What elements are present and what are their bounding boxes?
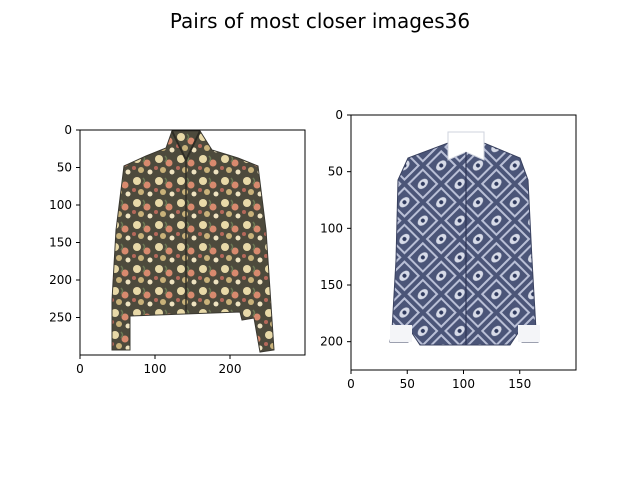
x-tick-label: 150 (508, 377, 531, 391)
y-tick-label: 150 (49, 236, 72, 250)
y-tick-label: 0 (335, 108, 343, 122)
figure-title: Pairs of most closer images36 (170, 9, 470, 33)
subplot-2-image (389, 131, 540, 346)
subplot-1: 0 100 200 0 50 100 150 200 250 (49, 123, 306, 376)
subplot-2: 0 50 100 150 0 50 100 150 200 (320, 108, 577, 391)
y-tick-label: 250 (49, 311, 72, 325)
y-tick-label: 200 (49, 273, 72, 287)
subplot-1-ticks: 0 100 200 0 50 100 150 200 250 (49, 123, 241, 376)
subplot-2-ticks: 0 50 100 150 0 50 100 150 200 (320, 108, 531, 391)
x-tick-label: 200 (219, 362, 242, 376)
y-tick-label: 200 (320, 335, 343, 349)
x-tick-label: 0 (347, 377, 355, 391)
x-tick-label: 100 (452, 377, 475, 391)
y-tick-label: 0 (64, 123, 72, 137)
x-tick-label: 0 (76, 362, 84, 376)
y-tick-label: 100 (49, 198, 72, 212)
y-tick-label: 50 (328, 165, 343, 179)
y-tick-label: 50 (57, 161, 72, 175)
y-tick-label: 100 (320, 221, 343, 235)
y-tick-label: 150 (320, 278, 343, 292)
subplot-1-image (111, 130, 275, 353)
x-tick-label: 100 (144, 362, 167, 376)
x-tick-label: 50 (400, 377, 415, 391)
